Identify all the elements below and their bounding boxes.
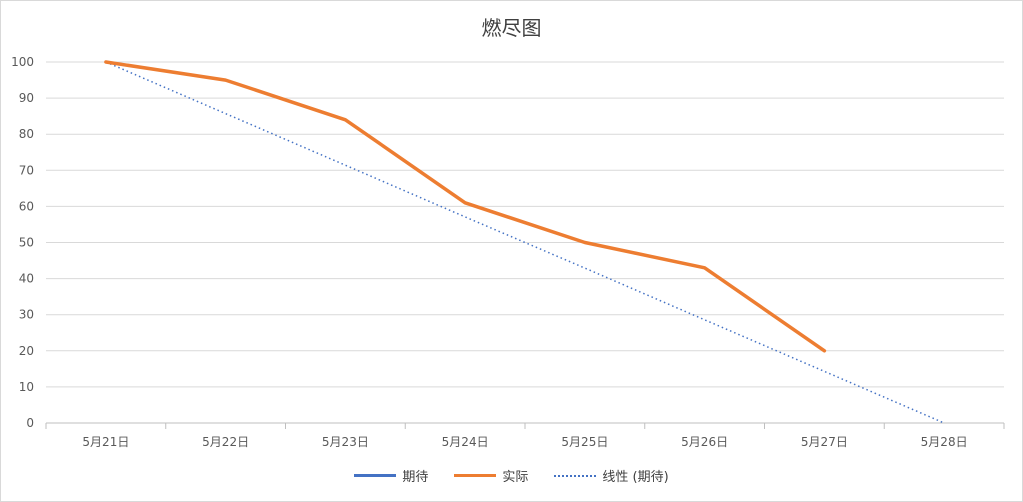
x-tick-label: 5月21日 bbox=[82, 435, 129, 449]
series-line-linear-trend bbox=[105, 61, 945, 424]
x-tick-label: 5月22日 bbox=[202, 435, 249, 449]
chart-title: 燃尽图 bbox=[481, 16, 542, 40]
y-tick-label: 70 bbox=[19, 163, 34, 177]
legend: 期待 实际 线性 (期待) bbox=[0, 466, 1023, 485]
x-tick-label: 5月25日 bbox=[561, 435, 608, 449]
legend-swatch-actual bbox=[454, 474, 497, 477]
y-tick-label: 10 bbox=[19, 380, 34, 394]
legend-swatch-linear-trend bbox=[554, 474, 597, 477]
legend-item-expected: 期待 bbox=[354, 466, 428, 485]
y-tick-label: 20 bbox=[19, 344, 34, 358]
y-tick-label: 80 bbox=[19, 127, 34, 141]
x-tick-label: 5月26日 bbox=[681, 435, 728, 449]
y-tick-label: 0 bbox=[26, 416, 34, 430]
series-layer bbox=[104, 60, 945, 424]
x-axis: 5月21日 5月22日 5月23日 5月24日 5月25日 5月26日 5月27日 5月28日 bbox=[45, 423, 1005, 449]
x-tick-label: 5月24日 bbox=[442, 435, 489, 449]
legend-label-linear-trend: 线性 (期待) bbox=[602, 470, 669, 485]
series-line-actual bbox=[104, 60, 827, 353]
y-tick-label: 30 bbox=[19, 308, 34, 322]
y-tick-label: 50 bbox=[19, 236, 34, 250]
legend-item-actual: 实际 bbox=[454, 466, 528, 485]
y-axis: 0 10 20 30 40 50 60 70 80 90 100 bbox=[11, 55, 34, 430]
y-tick-label: 40 bbox=[19, 272, 34, 286]
x-tick-label: 5月27日 bbox=[801, 435, 848, 449]
y-tick-label: 90 bbox=[19, 91, 34, 105]
y-tick-label: 100 bbox=[11, 55, 34, 69]
x-tick-label: 5月23日 bbox=[322, 435, 369, 449]
legend-label-expected: 期待 bbox=[402, 470, 429, 485]
legend-item-linear-trend: 线性 (期待) bbox=[554, 466, 669, 485]
legend-swatch-expected bbox=[354, 474, 397, 477]
legend-label-actual: 实际 bbox=[502, 470, 529, 485]
gridlines bbox=[46, 61, 1004, 424]
x-tick-label: 5月28日 bbox=[921, 435, 968, 449]
y-tick-label: 60 bbox=[19, 199, 34, 213]
